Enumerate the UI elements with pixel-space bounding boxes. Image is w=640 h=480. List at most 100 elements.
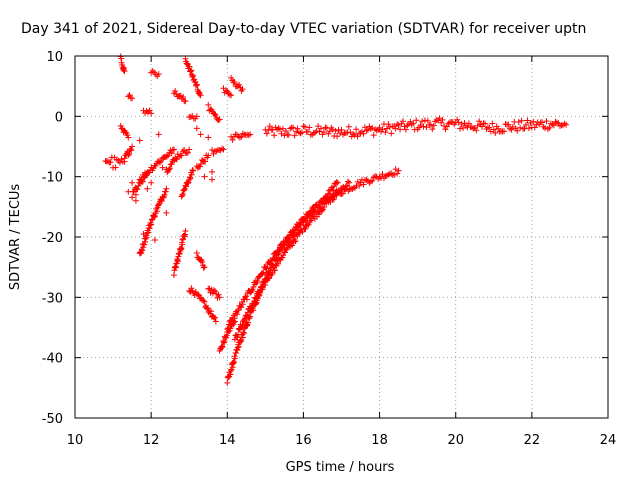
data-point — [508, 126, 515, 133]
data-point — [231, 78, 238, 85]
data-point — [392, 125, 399, 132]
x-tick-label: 16 — [295, 433, 312, 448]
data-point — [216, 294, 223, 301]
data-point — [563, 121, 570, 128]
data-point — [334, 133, 341, 140]
data-point — [112, 164, 119, 171]
data-point — [163, 209, 170, 216]
data-point — [273, 252, 280, 259]
data-point — [229, 136, 236, 143]
data-point — [294, 125, 301, 132]
data-point — [178, 245, 185, 252]
data-point — [180, 93, 187, 100]
data-point — [161, 192, 168, 199]
data-point — [128, 147, 135, 154]
x-axis-label: GPS time / hours — [286, 460, 395, 475]
data-point — [212, 318, 219, 325]
data-point — [348, 133, 355, 140]
data-point — [219, 343, 226, 350]
data-point — [262, 281, 269, 288]
data-point — [292, 238, 299, 245]
data-point — [429, 126, 436, 133]
data-point — [165, 152, 172, 159]
data-point — [382, 129, 389, 136]
data-point — [518, 117, 525, 124]
data-point — [186, 146, 193, 153]
data-point — [263, 130, 270, 137]
data-point — [319, 198, 326, 205]
series-seg-21 — [220, 85, 235, 99]
data-point — [307, 211, 314, 218]
data-point — [140, 230, 147, 237]
chart-title: Day 341 of 2021, Sidereal Day-to-day VTE… — [21, 21, 586, 37]
data-point — [385, 121, 392, 128]
data-point — [338, 126, 345, 133]
data-point — [259, 270, 266, 277]
data-point — [170, 146, 177, 153]
series-seg-5 — [148, 67, 162, 80]
data-point — [223, 87, 230, 94]
data-point — [260, 269, 267, 276]
data-point — [458, 120, 465, 127]
data-point — [212, 111, 219, 118]
data-point — [490, 126, 497, 133]
data-point — [413, 117, 420, 124]
data-point — [201, 298, 208, 305]
series-seg-9 — [136, 185, 170, 257]
data-point — [228, 92, 235, 99]
x-tick-label: 14 — [219, 433, 236, 448]
data-point — [476, 118, 483, 125]
data-point — [141, 241, 148, 248]
data-point — [302, 217, 309, 224]
data-point — [231, 359, 238, 366]
data-point — [296, 220, 303, 227]
data-point — [501, 128, 508, 135]
data-point — [148, 217, 155, 224]
data-point — [322, 124, 329, 131]
data-point — [187, 175, 194, 182]
data-point — [197, 131, 204, 138]
grid-lines — [75, 56, 608, 418]
series-seg-1 — [102, 154, 128, 171]
data-point — [370, 132, 377, 139]
data-point — [249, 304, 256, 311]
data-point — [383, 125, 390, 132]
data-point — [353, 126, 360, 133]
data-point — [236, 134, 243, 141]
data-point — [158, 158, 165, 165]
data-point — [419, 118, 426, 125]
data-point — [211, 111, 218, 118]
data-point — [159, 164, 166, 171]
data-point — [306, 124, 313, 131]
data-point — [297, 130, 304, 137]
data-point — [527, 119, 534, 126]
data-point — [361, 124, 368, 131]
data-point — [550, 122, 557, 129]
data-point — [121, 68, 128, 75]
data-point — [546, 124, 553, 131]
data-point — [369, 124, 376, 131]
data-point — [132, 191, 139, 198]
data-point — [369, 177, 376, 184]
data-point — [244, 313, 251, 320]
data-point — [188, 171, 195, 178]
data-point — [151, 237, 158, 244]
data-point — [163, 185, 170, 192]
series-seg-24 — [216, 318, 238, 354]
data-point — [330, 183, 337, 190]
data-point — [172, 87, 179, 94]
series-seg-19 — [205, 101, 223, 123]
data-point — [166, 165, 173, 172]
data-point — [182, 98, 189, 105]
data-point — [241, 316, 248, 323]
data-point — [134, 186, 141, 193]
series-seg-22 — [228, 74, 246, 94]
data-point — [305, 221, 312, 228]
data-point — [291, 227, 298, 234]
data-point — [410, 120, 417, 127]
data-point — [107, 159, 114, 166]
data-point — [232, 355, 239, 362]
data-point — [210, 287, 217, 294]
data-point — [231, 318, 238, 325]
series-seg-10 — [163, 146, 193, 176]
